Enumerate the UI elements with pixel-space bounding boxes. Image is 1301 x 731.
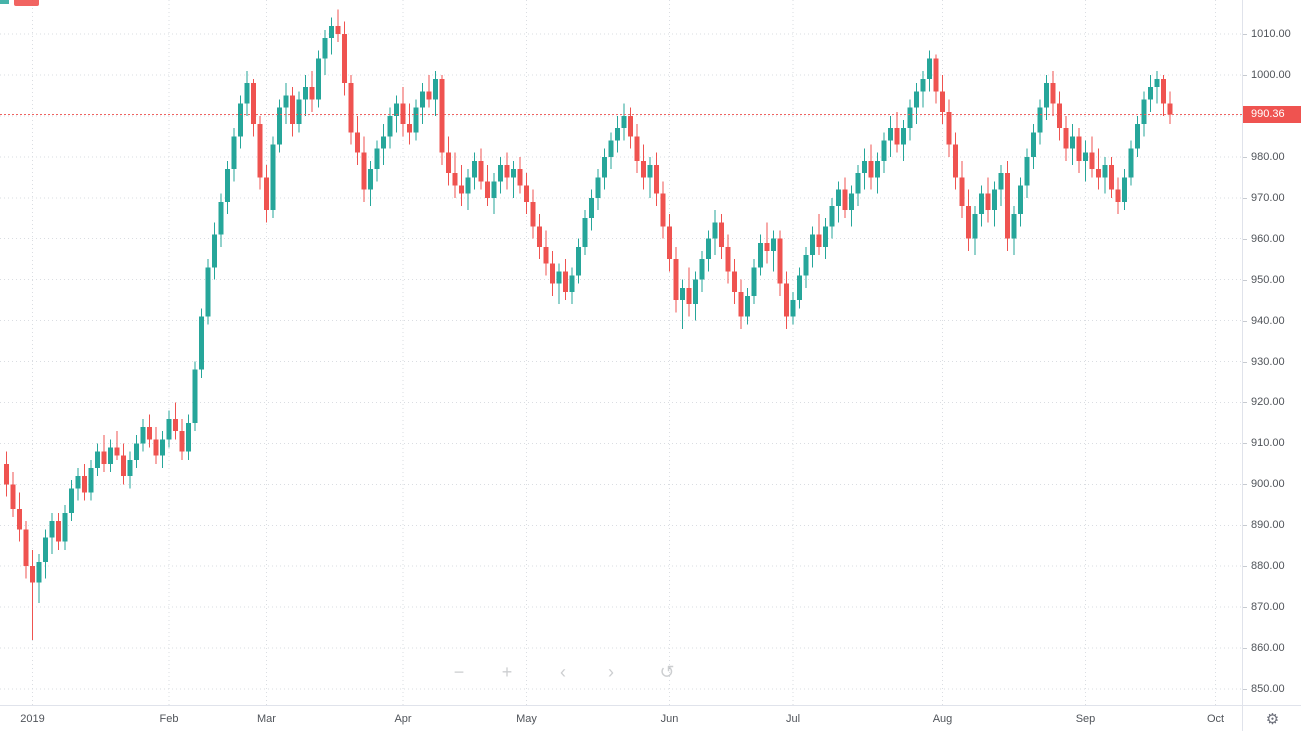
time-axis-label: Sep — [1075, 713, 1096, 725]
price-axis-label: 850.00 — [1243, 683, 1301, 696]
time-axis-label: Feb — [159, 713, 179, 725]
axis-corner: ⚙ — [1242, 705, 1301, 731]
price-axis-label: 870.00 — [1243, 601, 1301, 614]
candles — [4, 9, 1173, 640]
last-price-badge: 990.36 — [1243, 105, 1301, 123]
chart-nav-controls: − + ‹ › ↺ — [448, 661, 678, 683]
price-axis-label: 930.00 — [1243, 356, 1301, 369]
price-axis-label: 950.00 — [1243, 274, 1301, 287]
price-axis-label: 900.00 — [1243, 478, 1301, 491]
price-axis[interactable]: 990.36 850.00 860.00 870.00 880.00 890.00 900… — [1242, 0, 1301, 705]
legend-fragment-down — [14, 0, 39, 6]
price-axis-label: 860.00 — [1243, 642, 1301, 655]
zoom-in-icon[interactable]: + — [501, 662, 513, 682]
price-axis-label: 1000.00 — [1243, 69, 1301, 82]
time-axis-label: Jul — [785, 713, 801, 725]
time-axis-label: Aug — [932, 713, 953, 725]
price-axis-label: 890.00 — [1243, 519, 1301, 532]
time-axis-label: Apr — [394, 713, 412, 725]
price-axis-label: 920.00 — [1243, 396, 1301, 409]
time-axis-label: Oct — [1206, 713, 1225, 725]
candlestick-plot[interactable] — [0, 0, 1242, 705]
price-axis-label: 880.00 — [1243, 560, 1301, 573]
pan-right-icon[interactable]: › — [608, 662, 614, 682]
price-axis-label: 960.00 — [1243, 233, 1301, 246]
time-axis-label: May — [516, 713, 537, 725]
price-axis-label: 970.00 — [1243, 192, 1301, 205]
price-axis-label: 940.00 — [1243, 315, 1301, 328]
time-axis-label: Jun — [660, 713, 679, 725]
price-axis-label: 910.00 — [1243, 437, 1301, 450]
time-axis-label: 2019 — [20, 713, 45, 725]
pan-left-icon[interactable]: ‹ — [560, 662, 566, 682]
reset-view-icon[interactable]: ↺ — [659, 662, 675, 682]
time-axis-label: Mar — [257, 713, 276, 725]
grid-lines — [0, 0, 1242, 705]
zoom-out-icon[interactable]: − — [453, 662, 465, 682]
time-axis[interactable]: 2019 Feb Mar Apr May Jun Jul Aug Sep Oct — [0, 705, 1242, 731]
price-axis-label: 980.00 — [1243, 151, 1301, 164]
legend-fragment-up — [0, 0, 9, 4]
chart-plot[interactable] — [0, 0, 1242, 705]
price-axis-label: 1010.00 — [1243, 28, 1301, 41]
settings-gear-icon[interactable]: ⚙ — [1265, 710, 1280, 728]
